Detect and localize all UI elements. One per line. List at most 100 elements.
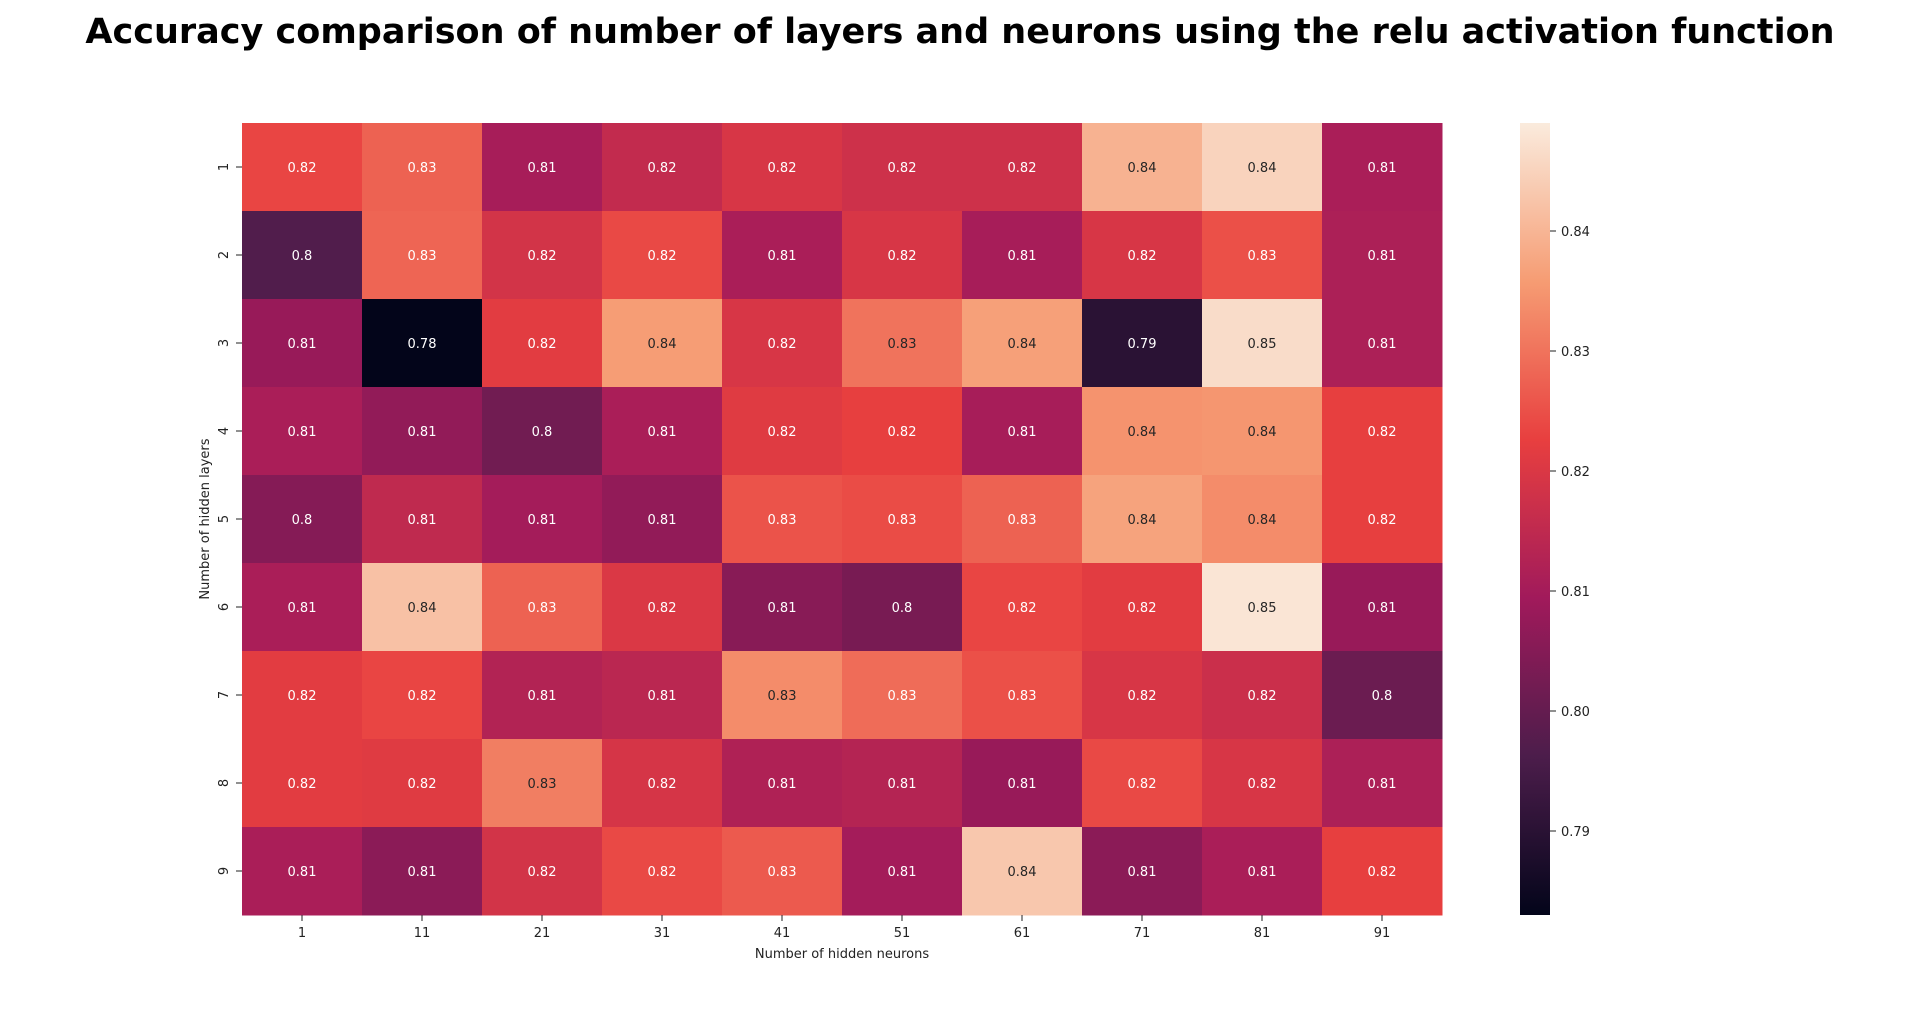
heatmap-cell [1082, 387, 1203, 476]
y-tick-label: 3 [217, 339, 232, 347]
y-tick-label: 9 [217, 867, 232, 875]
heatmap-cell [842, 123, 963, 212]
x-axis-ticks: 1 11 21 31 41 51 61 71 81 91 [298, 915, 1390, 941]
cell-value-label: 0.84 [1248, 425, 1277, 440]
heatmap-cell [962, 299, 1083, 388]
cell-value-label: 0.81 [648, 425, 677, 440]
cell-value-label: 0.81 [1008, 425, 1037, 440]
cell-value-label: 0.83 [1008, 689, 1037, 704]
cell-value-label: 0.81 [1248, 865, 1277, 880]
y-axis-label: Number of hidden layers [198, 438, 213, 599]
cell-value-label: 0.85 [1248, 601, 1277, 616]
cell-value-label: 0.81 [288, 865, 317, 880]
cell-value-label: 0.83 [768, 513, 797, 528]
cell-value-label: 0.81 [288, 337, 317, 352]
cell-value-label: 0.82 [288, 777, 317, 792]
cell-value-label: 0.82 [768, 425, 797, 440]
x-tick-label: 91 [1374, 926, 1391, 941]
cell-value-label: 0.81 [408, 513, 437, 528]
heatmap-cell [602, 563, 723, 652]
cell-value-label: 0.84 [1128, 161, 1157, 176]
cell-value-label: 0.81 [648, 689, 677, 704]
cell-value-label: 0.81 [1368, 249, 1397, 264]
heatmap-cell [1082, 211, 1203, 300]
heatmap-cell [1202, 827, 1323, 916]
heatmap-cell [362, 211, 483, 300]
cell-value-label: 0.85 [1248, 337, 1277, 352]
chart-title: Accuracy comparison of number of layers … [85, 12, 1835, 52]
heatmap-cell [362, 563, 483, 652]
heatmap-cell [242, 211, 363, 300]
x-tick-label: 1 [298, 926, 306, 941]
x-tick-label: 51 [894, 926, 911, 941]
heatmap-cell [1082, 299, 1203, 388]
y-axis-ticks: 1 2 3 4 5 6 7 8 9 [217, 163, 242, 875]
cell-value-label: 0.8 [1372, 689, 1393, 704]
heatmap-cell [1322, 299, 1443, 388]
cell-value-label: 0.81 [768, 249, 797, 264]
y-tick-label: 1 [217, 163, 232, 171]
colorbar-tick-label: 0.82 [1561, 465, 1590, 480]
cell-value-label: 0.82 [288, 689, 317, 704]
cell-value-label: 0.83 [528, 601, 557, 616]
cell-value-label: 0.81 [1128, 865, 1157, 880]
heatmap-cell [1202, 563, 1323, 652]
cell-value-label: 0.83 [888, 513, 917, 528]
cell-value-label: 0.82 [1128, 777, 1157, 792]
heatmap-cell [482, 475, 603, 564]
heatmap-cell [1322, 123, 1443, 212]
cell-value-label: 0.82 [648, 601, 677, 616]
heatmap-cell [482, 123, 603, 212]
heatmap-cell [602, 123, 723, 212]
colorbar-tick-label: 0.83 [1561, 345, 1590, 360]
cell-value-label: 0.82 [1368, 513, 1397, 528]
heatmap-cell [482, 387, 603, 476]
cell-value-label: 0.82 [1248, 689, 1277, 704]
cell-value-label: 0.83 [1248, 249, 1277, 264]
cell-value-label: 0.82 [408, 689, 437, 704]
cell-value-label: 0.81 [1368, 777, 1397, 792]
cell-value-label: 0.83 [768, 865, 797, 880]
heatmap-cell [602, 739, 723, 828]
cell-value-label: 0.82 [528, 249, 557, 264]
heatmap-cell [1202, 211, 1323, 300]
cell-value-label: 0.81 [1008, 777, 1037, 792]
cell-value-label: 0.82 [1008, 601, 1037, 616]
cell-value-label: 0.83 [1008, 513, 1037, 528]
heatmap-cell [962, 651, 1083, 740]
heatmap-cell [722, 299, 843, 388]
cell-value-label: 0.8 [292, 513, 313, 528]
heatmap-cell [242, 739, 363, 828]
heatmap-cell [842, 211, 963, 300]
heatmap-cell [962, 387, 1083, 476]
cell-value-label: 0.84 [1128, 513, 1157, 528]
heatmap-cell [962, 563, 1083, 652]
cell-value-label: 0.84 [1008, 865, 1037, 880]
heatmap-cell [722, 123, 843, 212]
heatmap-cell [242, 563, 363, 652]
heatmap-cell [242, 387, 363, 476]
heatmap-cell [1202, 387, 1323, 476]
colorbar-rect [1520, 123, 1550, 915]
heatmap-cell [482, 563, 603, 652]
heatmap-cell [1202, 651, 1323, 740]
cell-value-label: 0.83 [528, 777, 557, 792]
heatmap-cell [1322, 563, 1443, 652]
heatmap-cell [482, 739, 603, 828]
cell-value-label: 0.82 [288, 161, 317, 176]
heatmap-cell [842, 475, 963, 564]
cell-value-label: 0.82 [768, 161, 797, 176]
y-tick-label: 4 [217, 427, 232, 435]
x-tick-label: 21 [534, 926, 551, 941]
heatmap-cell [842, 827, 963, 916]
cell-value-label: 0.81 [528, 161, 557, 176]
heatmap-cell [722, 563, 843, 652]
heatmap-cell [242, 827, 363, 916]
heatmap-cell [482, 299, 603, 388]
cell-value-label: 0.82 [528, 337, 557, 352]
colorbar-tick-label: 0.84 [1561, 225, 1590, 240]
heatmap-cell [722, 387, 843, 476]
cell-value-label: 0.81 [408, 425, 437, 440]
heatmap-cell [1082, 123, 1203, 212]
cell-value-label: 0.82 [1248, 777, 1277, 792]
